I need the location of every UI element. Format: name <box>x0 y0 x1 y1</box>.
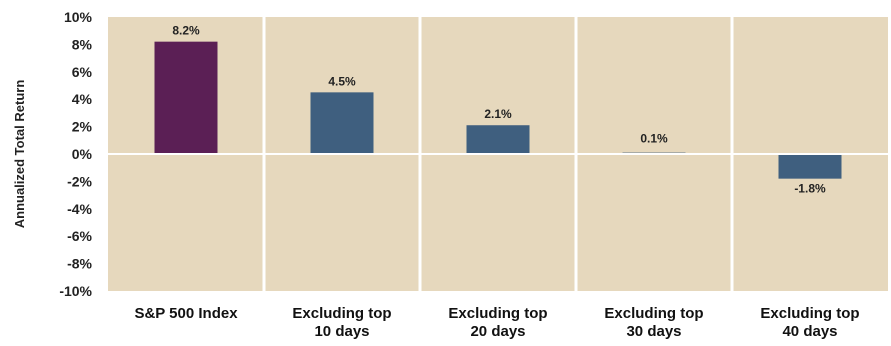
y-tick-label: 2% <box>72 119 93 135</box>
bar <box>778 154 842 179</box>
x-category-label: Excluding top 30 days <box>604 305 703 340</box>
y-tick-label: 4% <box>72 91 93 107</box>
x-axis-labels: S&P 500 Index Excluding top 10 days Excludi… <box>134 305 859 340</box>
y-tick-label: -6% <box>67 228 92 244</box>
bar <box>310 92 374 154</box>
x-category-label: S&P 500 Index <box>134 305 238 322</box>
data-label: -1.8% <box>794 182 826 196</box>
x-category-label: Excluding top 10 days <box>292 305 391 340</box>
y-tick-label: 10% <box>64 9 93 25</box>
y-tick-label: -8% <box>67 256 92 272</box>
y-tick-label: -2% <box>67 173 92 189</box>
y-tick-label: 0% <box>72 146 93 162</box>
x-category-label: Excluding top 20 days <box>448 305 547 340</box>
y-axis-ticks: 10% 8% 6% 4% 2% 0% -2% -4% -6% -8% -10% <box>59 9 92 299</box>
bar <box>154 41 218 154</box>
bars <box>154 41 842 179</box>
data-label: 4.5% <box>328 74 356 88</box>
data-label: 2.1% <box>484 107 512 121</box>
y-tick-label: -10% <box>59 283 92 299</box>
y-axis-title: Annualized Total Return <box>12 80 27 229</box>
data-label: 8.2% <box>172 24 200 38</box>
y-tick-label: 8% <box>72 36 93 52</box>
data-label: 0.1% <box>640 132 668 146</box>
data-labels: 8.2% 4.5% 2.1% 0.1% -1.8% <box>172 24 826 196</box>
y-tick-label: 6% <box>72 64 93 80</box>
x-category-label: Excluding top 40 days <box>760 305 859 340</box>
y-tick-label: -4% <box>67 201 92 217</box>
bar <box>466 125 530 154</box>
